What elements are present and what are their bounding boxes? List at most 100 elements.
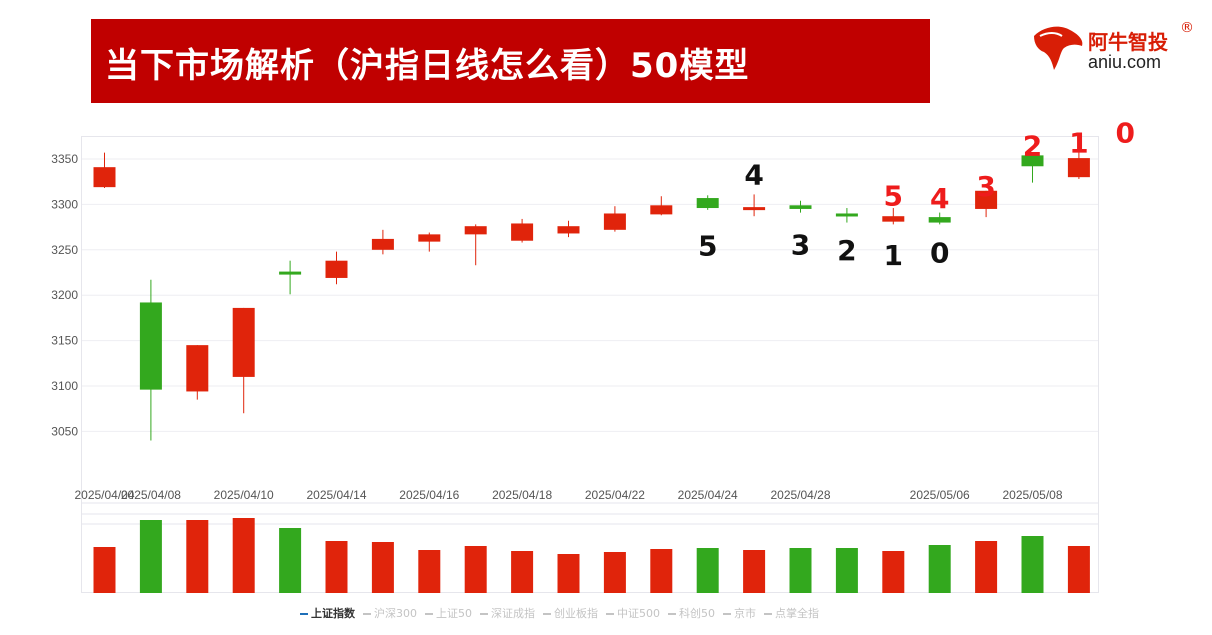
black-wave-label: 2	[837, 234, 856, 267]
legend-dash-icon	[723, 613, 731, 615]
bull-logo-icon	[1034, 26, 1083, 70]
legend-label: 深证成指	[491, 607, 535, 620]
red-wave-label: 3	[976, 170, 995, 203]
title-banner: 当下市场解析（沪指日线怎么看）50模型	[91, 19, 930, 103]
x-tick-label: 2025/04/10	[214, 488, 274, 502]
volume-bar	[1067, 546, 1090, 593]
candle-body	[557, 226, 580, 234]
legend-dash-icon	[606, 613, 614, 615]
legend-item[interactable]: 点掌全指	[764, 605, 819, 621]
x-tick-label: 2025/04/16	[399, 488, 459, 502]
legend-item[interactable]: 上证50	[425, 605, 472, 621]
candle-body	[789, 205, 812, 209]
candle-body	[93, 167, 116, 188]
volume-bar	[1021, 536, 1044, 593]
volume-bar	[139, 520, 162, 593]
candle-body	[511, 223, 534, 241]
legend-item[interactable]: 科创50	[668, 605, 715, 621]
y-tick-label: 3250	[51, 243, 78, 257]
legend-item[interactable]: 沪深300	[363, 605, 417, 621]
x-tick-label: 2025/05/06	[910, 488, 970, 502]
candle-body	[279, 271, 302, 275]
y-tick-label: 3050	[51, 424, 78, 438]
legend-dash-icon	[480, 613, 488, 615]
volume-bar	[418, 550, 441, 593]
candle-body	[650, 205, 673, 215]
candle-body	[1067, 158, 1090, 178]
candle-body	[882, 216, 905, 222]
red-wave-label: 0	[1116, 117, 1135, 150]
x-tick-label: 2025/04/24	[678, 488, 738, 502]
volume-bar	[743, 550, 766, 593]
x-tick-label: 2025/04/28	[770, 488, 830, 502]
legend-item[interactable]: 中证500	[606, 605, 660, 621]
candle-body	[464, 226, 487, 235]
candle-body	[603, 213, 626, 230]
red-wave-label: 1	[1069, 127, 1088, 160]
x-tick-label: 2025/04/22	[585, 488, 645, 502]
x-tick-label: 2025/04/18	[492, 488, 552, 502]
legend-dash-icon	[300, 613, 308, 615]
legend-dash-icon	[668, 613, 676, 615]
candle-body	[371, 238, 394, 250]
volume-bar	[371, 542, 394, 593]
legend-label: 沪深300	[374, 607, 417, 620]
brand-logo[interactable]: 阿牛智投 ® aniu.com	[1030, 20, 1200, 80]
volume-bar	[93, 547, 116, 593]
candle-body	[1021, 155, 1044, 167]
red-wave-label: 5	[884, 179, 903, 212]
volume-bar	[464, 546, 487, 593]
legend-dash-icon	[363, 613, 371, 615]
chart-panel	[81, 136, 1099, 593]
y-tick-label: 3100	[51, 379, 78, 393]
volume-bar	[650, 549, 673, 593]
legend-item[interactable]: 京市	[723, 605, 756, 621]
red-wave-label: 2	[1023, 129, 1042, 162]
candle-body	[186, 345, 209, 392]
legend-item[interactable]: 创业板指	[543, 605, 598, 621]
candle-body	[696, 198, 719, 209]
legend-label: 点掌全指	[775, 607, 819, 620]
candle-body	[928, 217, 951, 223]
y-tick-label: 3200	[51, 288, 78, 302]
volume-bar	[975, 541, 998, 593]
legend-label: 上证指数	[311, 607, 355, 620]
volume-bar	[279, 528, 302, 593]
volume-bar	[232, 518, 255, 593]
volume-bar	[928, 545, 951, 593]
legend-item[interactable]: 深证成指	[480, 605, 535, 621]
candle-body	[835, 213, 858, 217]
legend-label: 创业板指	[554, 607, 598, 620]
brand-name: 阿牛智投	[1088, 30, 1168, 54]
candle-body	[975, 190, 998, 209]
red-wave-label: 4	[930, 182, 949, 215]
black-wave-label: 5	[698, 229, 717, 262]
volume-bar	[696, 548, 719, 593]
x-tick-label: 2025/04/04	[74, 488, 134, 502]
y-tick-label: 3150	[51, 334, 78, 348]
x-tick-label: 2025/04/08	[121, 488, 181, 502]
candle-body	[743, 207, 766, 211]
brand-domain: aniu.com	[1088, 52, 1162, 72]
candle-body	[232, 307, 255, 377]
volume-bar	[835, 548, 858, 593]
y-tick-label: 3300	[51, 197, 78, 211]
legend-label: 科创50	[679, 607, 715, 620]
black-wave-label: 4	[744, 158, 763, 191]
x-tick-label: 2025/04/14	[306, 488, 366, 502]
legend-label: 上证50	[436, 607, 472, 620]
legend-item[interactable]: 上证指数	[300, 605, 355, 621]
candle-body	[325, 260, 348, 278]
black-wave-label: 1	[884, 239, 903, 272]
volume-bar	[789, 548, 812, 593]
legend-label: 中证500	[617, 607, 660, 620]
legend-dash-icon	[764, 613, 772, 615]
candle-body	[418, 234, 441, 242]
x-tick-label: 2025/05/08	[1002, 488, 1062, 502]
volume-bar	[882, 551, 905, 593]
volume-bar	[557, 554, 580, 593]
index-legend: 上证指数 沪深300 上证50 深证成指 创业板指 中证500 科创50 京市 点掌全指	[300, 605, 827, 621]
black-wave-label: 3	[791, 228, 810, 261]
volume-bar	[186, 520, 209, 593]
